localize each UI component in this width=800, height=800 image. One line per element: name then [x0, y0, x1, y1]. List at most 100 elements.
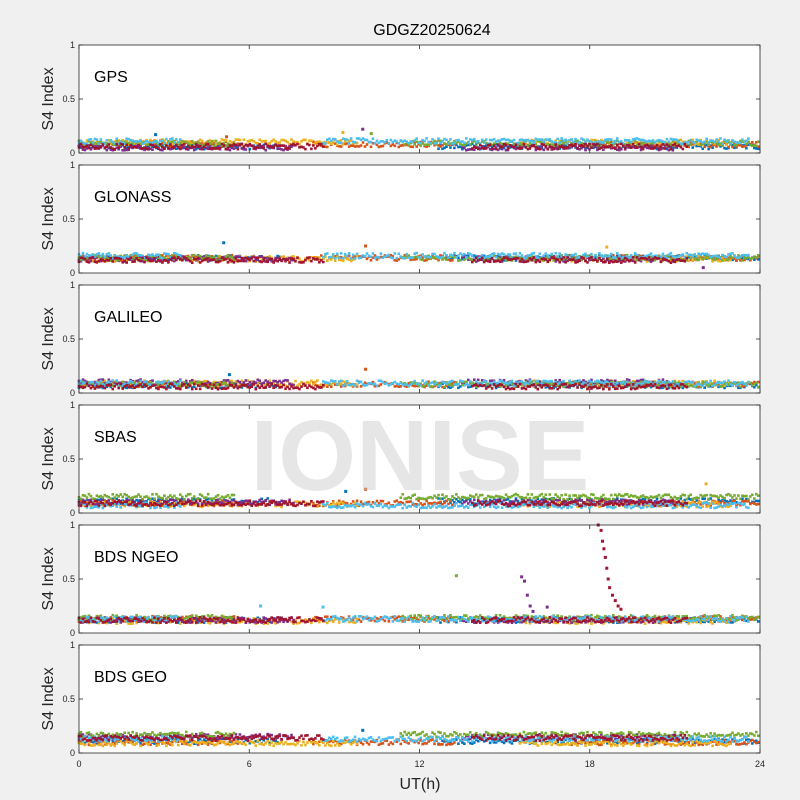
data-point: [681, 147, 685, 151]
data-point: [228, 260, 232, 263]
data-point: [157, 143, 160, 147]
data-point: [544, 258, 548, 261]
data-point: [216, 257, 220, 260]
data-point: [111, 140, 115, 144]
data-point: [244, 379, 248, 382]
data-point: [268, 381, 271, 385]
data-point: [584, 142, 587, 146]
data-point: [641, 379, 645, 383]
data-point: [665, 143, 669, 146]
data-point: [510, 383, 514, 386]
data-point: [230, 381, 234, 385]
data-point: [544, 141, 548, 145]
data-point: [135, 254, 138, 258]
data-point: [594, 256, 597, 260]
data-point: [161, 141, 164, 145]
data-point: [534, 381, 538, 385]
data-point: [292, 383, 295, 387]
data-point: [192, 253, 196, 257]
data-point: [671, 384, 675, 388]
data-point: [81, 384, 85, 387]
data-point: [590, 144, 593, 147]
data-point: [202, 255, 206, 258]
data-point: [528, 379, 532, 383]
data-point: [419, 257, 422, 261]
data-point: [743, 145, 746, 148]
data-point: [613, 260, 617, 263]
data-point: [151, 145, 154, 148]
data-point: [337, 139, 341, 143]
data-point: [240, 147, 244, 150]
data-point: [512, 146, 516, 150]
data-point: [145, 145, 148, 148]
data-point: [669, 255, 673, 259]
data-point: [729, 252, 732, 256]
data-point: [178, 379, 182, 383]
data-point: [472, 148, 476, 151]
data-point: [194, 147, 198, 151]
data-point: [262, 381, 266, 385]
data-point: [125, 139, 128, 142]
data-point: [552, 144, 556, 147]
data-point: [403, 253, 407, 257]
data-point: [615, 137, 619, 140]
data-point: [214, 260, 218, 264]
data-point: [608, 261, 611, 265]
data-point: [721, 384, 724, 388]
data-point: [522, 142, 526, 146]
data-point: [727, 259, 730, 262]
data-point: [276, 141, 279, 145]
data-point: [357, 256, 361, 260]
data-point: [608, 138, 611, 141]
data-point: [510, 259, 514, 262]
data-point: [538, 147, 542, 151]
data-point: [667, 254, 671, 258]
data-point: [101, 141, 105, 145]
data-point: [667, 386, 671, 390]
data-point: [246, 259, 250, 263]
data-point: [212, 385, 216, 389]
panel-label: GLONASS: [94, 189, 171, 206]
data-point: [701, 256, 704, 259]
data-point: [127, 382, 130, 386]
data-point: [484, 259, 488, 262]
data-point: [389, 138, 393, 142]
data-point: [502, 253, 506, 256]
data-point: [530, 144, 534, 148]
data-point: [697, 252, 701, 256]
data-point: [278, 383, 281, 387]
data-point: [175, 143, 178, 147]
data-point: [715, 145, 718, 148]
data-point: [542, 259, 546, 262]
data-point: [504, 142, 508, 145]
data-point: [564, 260, 567, 264]
data-point: [751, 384, 754, 387]
data-point: [530, 258, 534, 262]
data-point: [574, 379, 577, 383]
data-point: [178, 145, 182, 149]
data-point: [441, 380, 444, 384]
data-point: [218, 255, 222, 258]
data-point: [673, 145, 677, 149]
data-point: [91, 382, 95, 386]
data-point: [89, 143, 93, 147]
data-point: [453, 139, 456, 143]
data-point: [468, 257, 472, 261]
data-point: [377, 256, 381, 259]
data-point: [699, 257, 702, 260]
data-point: [395, 259, 399, 262]
data-point: [502, 146, 506, 150]
data-point: [461, 257, 464, 261]
data-point: [192, 145, 196, 149]
data-point: [224, 382, 228, 386]
data-point: [588, 384, 591, 387]
data-point: [564, 384, 567, 387]
data-point: [123, 148, 126, 152]
data-point: [500, 256, 504, 260]
data-point: [149, 138, 152, 142]
data-point: [93, 258, 97, 262]
data-point: [155, 253, 158, 257]
data-point: [484, 257, 488, 261]
data-point: [214, 143, 218, 147]
data-point: [474, 385, 478, 389]
